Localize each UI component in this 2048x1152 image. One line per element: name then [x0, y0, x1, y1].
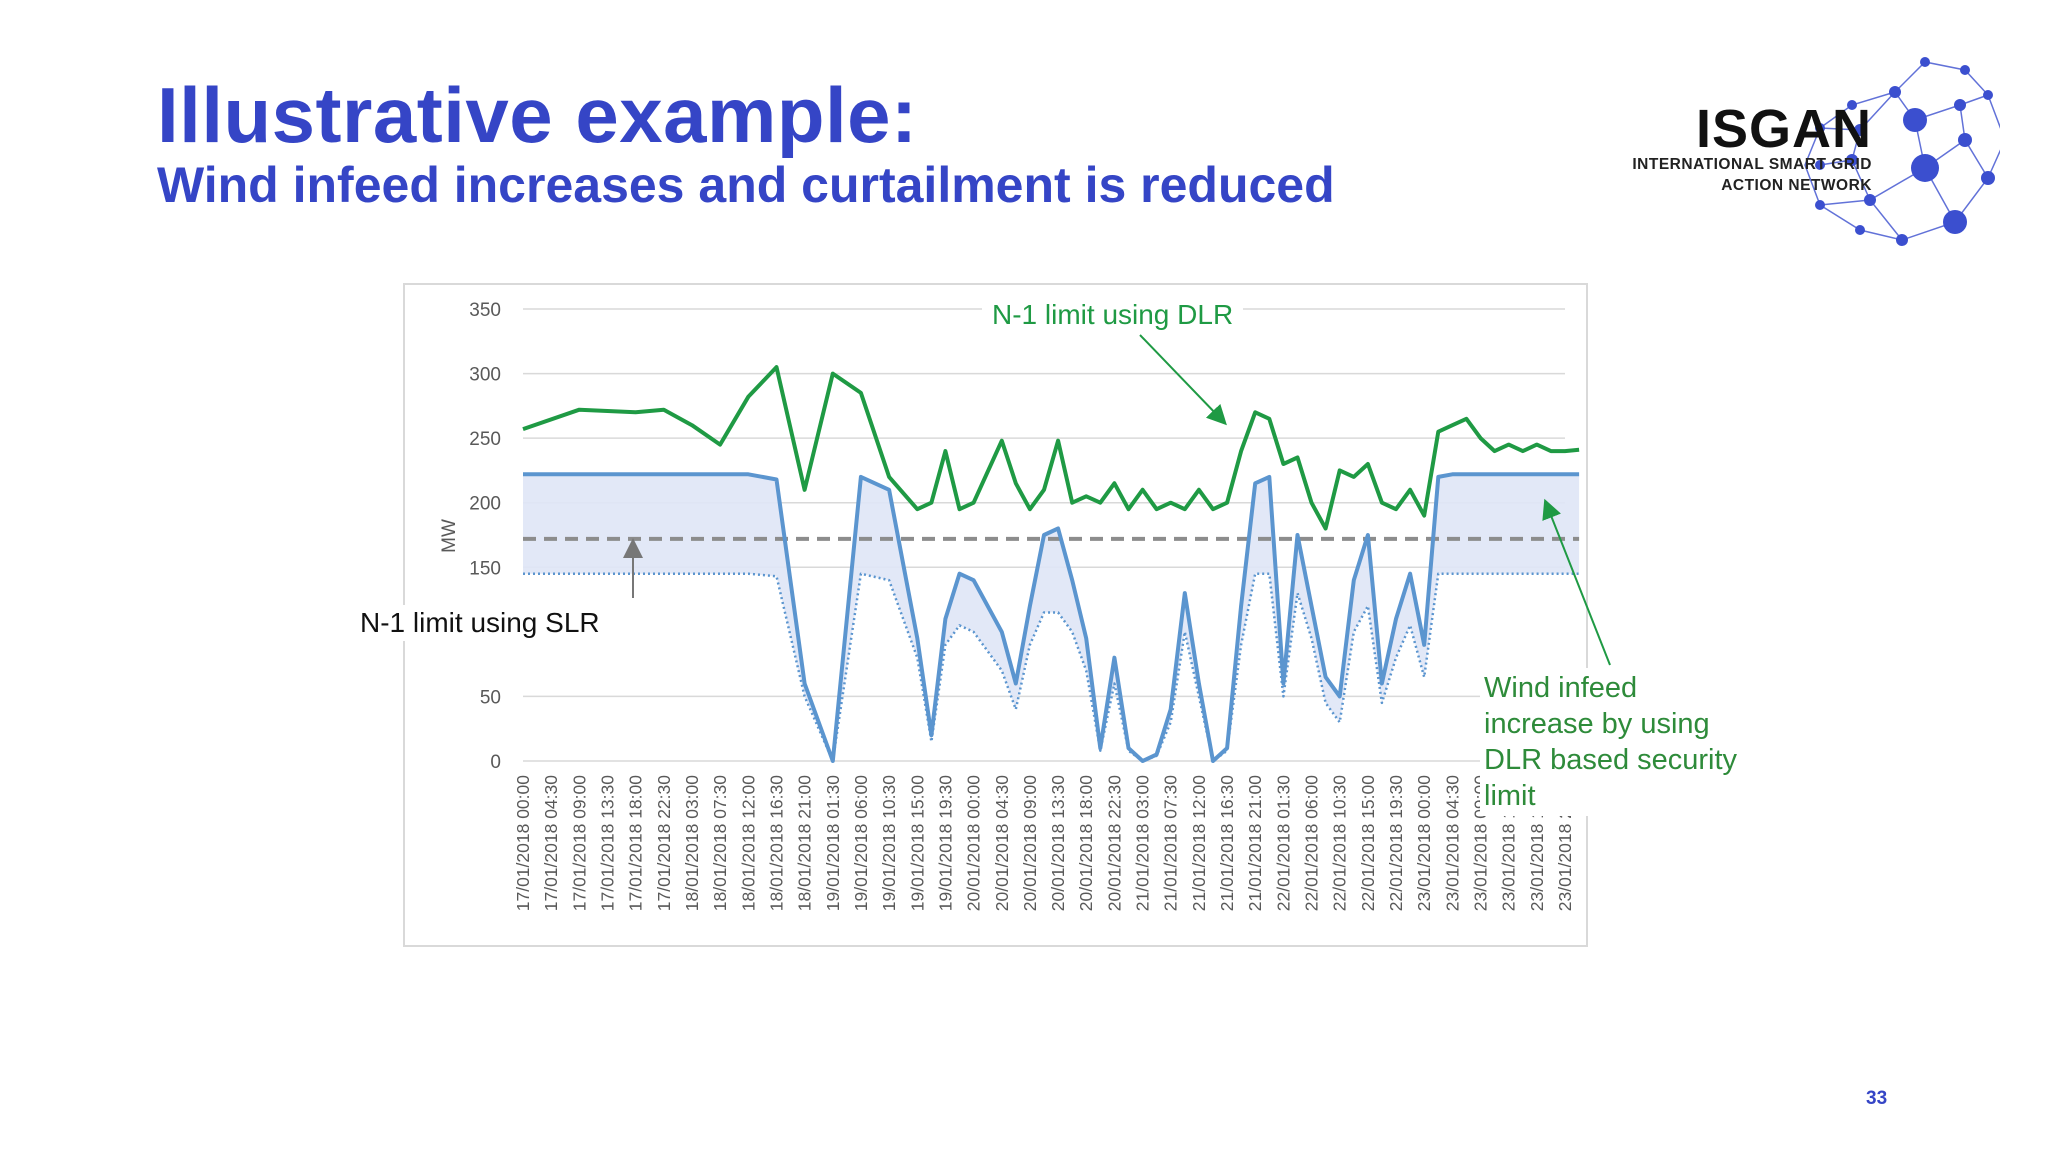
x-tick-label: 20/01/2018 13:30 — [1048, 775, 1068, 912]
arrow-layer — [623, 334, 1611, 666]
x-tick-label: 18/01/2018 16:30 — [766, 775, 786, 912]
wind-annotation: Wind infeed increase by using DLR based … — [1480, 668, 1748, 816]
x-tick-label: 19/01/2018 19:30 — [935, 775, 955, 912]
x-tick-label: 19/01/2018 15:00 — [907, 775, 927, 912]
x-tick-label: 20/01/2018 04:30 — [992, 775, 1012, 912]
y-axis-label: MW — [439, 519, 460, 553]
y-tick-label: 0 — [490, 752, 501, 773]
slide-subtitle: Wind infeed increases and curtailment is… — [157, 157, 1335, 213]
logo-tagline-line2: ACTION NETWORK — [1721, 177, 1872, 194]
x-tick-label: 22/01/2018 19:30 — [1386, 775, 1406, 912]
logo-tagline-line1: INTERNATIONAL SMART GRID — [1632, 156, 1872, 173]
x-tick-label: 23/01/2018 00:00 — [1414, 775, 1434, 912]
fill-layer — [523, 474, 1580, 761]
x-tick-label: 23/01/2018 04:30 — [1442, 775, 1462, 912]
x-tick-label: 18/01/2018 21:00 — [795, 775, 815, 912]
series-wind-infeed-with-slr — [523, 572, 1580, 763]
page-number: 33 — [1866, 1088, 1888, 1109]
logo-tagline: INTERNATIONAL SMART GRID ACTION NETWORK — [1632, 154, 1872, 196]
isgan-logo: ISGAN INTERNATIONAL SMART GRID ACTION NE… — [1620, 50, 2000, 250]
x-tick-label: 20/01/2018 09:00 — [1020, 775, 1040, 912]
x-tick-label: 17/01/2018 18:00 — [626, 775, 646, 912]
network-graphic-icon — [1804, 57, 2000, 246]
x-tick-label: 21/01/2018 12:00 — [1189, 775, 1209, 912]
axis-layer: 0 50 150 200 250 300 350 MW 17/01/2018 00:00 17/0… — [439, 300, 1575, 911]
y-tick-label: 250 — [469, 429, 501, 450]
x-tick-label: 22/01/2018 06:00 — [1302, 775, 1322, 912]
series-n-1-limit-using-dlr — [522, 365, 1580, 531]
x-tick-label: 17/01/2018 09:00 — [569, 775, 589, 912]
dlr-arrow — [1139, 334, 1227, 426]
y-tick-label: 300 — [469, 365, 501, 386]
dlr-annotation: N-1 limit using DLR — [982, 298, 1244, 332]
x-tick-label: 19/01/2018 10:30 — [879, 775, 899, 912]
wind-arrow — [1542, 498, 1611, 666]
series-wind-infeed-with-dlr — [523, 472, 1580, 763]
series-layer — [522, 365, 1580, 763]
x-tick-label: 18/01/2018 07:30 — [710, 775, 730, 912]
logo-wordmark: ISGAN — [1695, 99, 1872, 159]
x-tick-label: 18/01/2018 12:00 — [738, 775, 758, 912]
y-tick-label: 50 — [480, 687, 501, 708]
x-tick-label: 19/01/2018 06:00 — [851, 775, 871, 912]
x-tick-label: 21/01/2018 07:30 — [1161, 775, 1181, 912]
x-tick-label: 18/01/2018 03:00 — [682, 775, 702, 912]
x-tick-label: 20/01/2018 18:00 — [1076, 775, 1096, 912]
x-tick-label: 20/01/2018 00:00 — [964, 775, 984, 912]
slide-title: Illustrative example: — [157, 71, 918, 159]
x-tick-label: 17/01/2018 22:30 — [654, 775, 674, 912]
x-tick-label: 21/01/2018 16:30 — [1217, 775, 1237, 912]
x-tick-label: 17/01/2018 04:30 — [541, 775, 561, 912]
x-tick-label: 17/01/2018 00:00 — [513, 775, 533, 912]
y-tick-label: 350 — [469, 300, 501, 321]
x-tick-label: 22/01/2018 10:30 — [1330, 775, 1350, 912]
x-tick-label: 21/01/2018 21:00 — [1245, 775, 1265, 912]
x-tick-label: 21/01/2018 03:00 — [1133, 775, 1153, 912]
curtailment-reduction-area — [523, 474, 1580, 761]
x-tick-label: 20/01/2018 22:30 — [1104, 775, 1124, 912]
x-tick-label: 17/01/2018 13:30 — [597, 775, 617, 912]
y-tick-label: 200 — [469, 494, 501, 515]
x-tick-label: 19/01/2018 01:30 — [823, 775, 843, 912]
x-tick-label: 22/01/2018 01:30 — [1273, 775, 1293, 912]
x-tick-label: 22/01/2018 15:00 — [1358, 775, 1378, 912]
y-tick-label: 150 — [469, 558, 501, 579]
slr-annotation: N-1 limit using SLR — [356, 605, 604, 641]
